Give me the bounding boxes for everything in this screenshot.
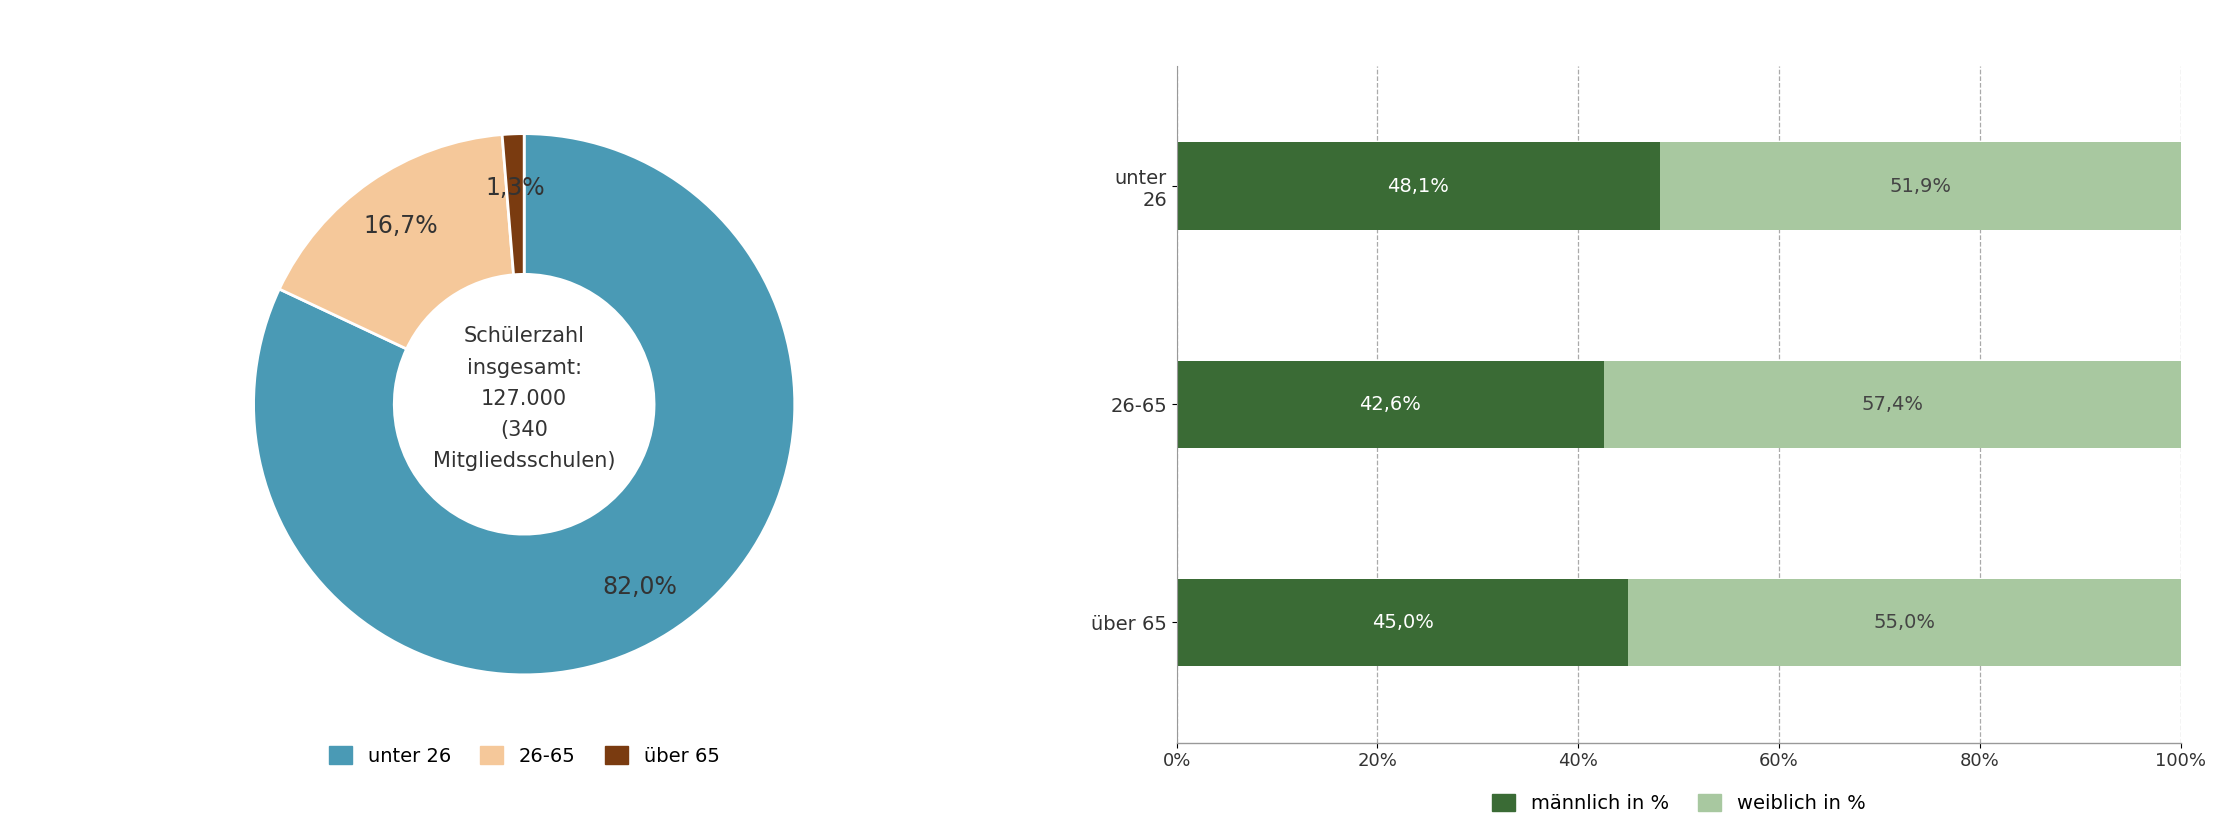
- Text: 55,0%: 55,0%: [1873, 613, 1936, 632]
- Text: 57,4%: 57,4%: [1862, 394, 1922, 414]
- Bar: [1177, 143, 1660, 229]
- Bar: [1177, 579, 1629, 666]
- Text: 1,3%: 1,3%: [485, 176, 545, 200]
- Wedge shape: [254, 134, 794, 675]
- Text: 48,1%: 48,1%: [1386, 177, 1448, 196]
- Bar: [1629, 579, 2180, 666]
- Text: 82,0%: 82,0%: [603, 575, 679, 599]
- Bar: [1604, 361, 2180, 448]
- Wedge shape: [280, 134, 514, 349]
- Bar: [1177, 361, 1604, 448]
- Text: 51,9%: 51,9%: [1889, 177, 1951, 196]
- Legend: männlich in %, weiblich in %: männlich in %, weiblich in %: [1484, 785, 1873, 821]
- Legend: unter 26, 26-65, über 65: unter 26, 26-65, über 65: [320, 738, 728, 773]
- Bar: [1660, 143, 2180, 229]
- Text: 45,0%: 45,0%: [1371, 613, 1433, 632]
- Text: Schülerzahl
insgesamt:
127.000
(340
Mitgliedsschulen): Schülerzahl insgesamt: 127.000 (340 Mitg…: [434, 327, 616, 471]
- Text: 42,6%: 42,6%: [1359, 394, 1422, 414]
- Text: 16,7%: 16,7%: [363, 214, 438, 238]
- Wedge shape: [503, 134, 525, 275]
